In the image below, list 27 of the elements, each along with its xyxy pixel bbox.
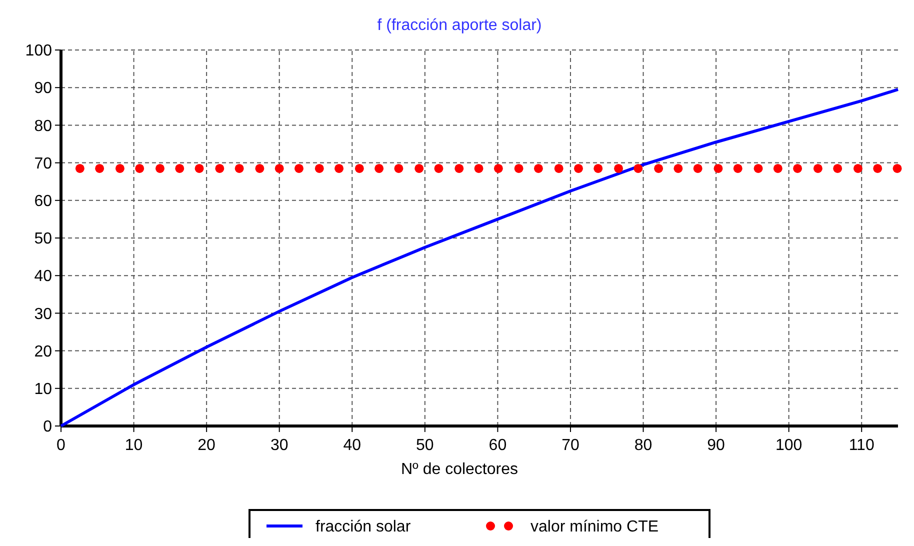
x-tick-label: 100 [775, 437, 802, 454]
y-tick-label: 30 [34, 306, 52, 323]
y-tick-label: 60 [34, 193, 52, 210]
x-tick-label: 80 [634, 437, 652, 454]
x-tick-label: 110 [848, 437, 874, 454]
x-tick-label: 90 [707, 437, 726, 454]
x-tick-label: 40 [343, 437, 362, 454]
y-tick-label: 20 [34, 343, 52, 360]
y-tick-label: 80 [34, 118, 52, 135]
legend-label: valor mínimo CTE [530, 518, 659, 536]
y-tick-label: 70 [34, 155, 52, 172]
y-tick-label: 40 [34, 268, 52, 286]
x-axis-title: Nº de colectores [400, 461, 518, 478]
x-tick-label: 0 [56, 437, 66, 454]
y-tick-label: 50 [34, 230, 52, 248]
y-tick-label: 90 [34, 80, 52, 98]
x-tick-label: 50 [416, 437, 434, 454]
y-tick-label: 100 [25, 42, 52, 60]
x-tick-label: 70 [562, 437, 580, 454]
x-tick-label: 10 [124, 437, 143, 454]
x-tick-label: 20 [198, 437, 216, 454]
y-tick-label: 0 [43, 418, 52, 436]
y-tick-label: 10 [34, 381, 52, 398]
chart-title: f (fracción aporte solar) [377, 17, 542, 34]
legend-label: fracción solar [316, 518, 412, 536]
x-tick-label: 60 [488, 437, 507, 454]
x-tick-label: 30 [270, 437, 288, 454]
